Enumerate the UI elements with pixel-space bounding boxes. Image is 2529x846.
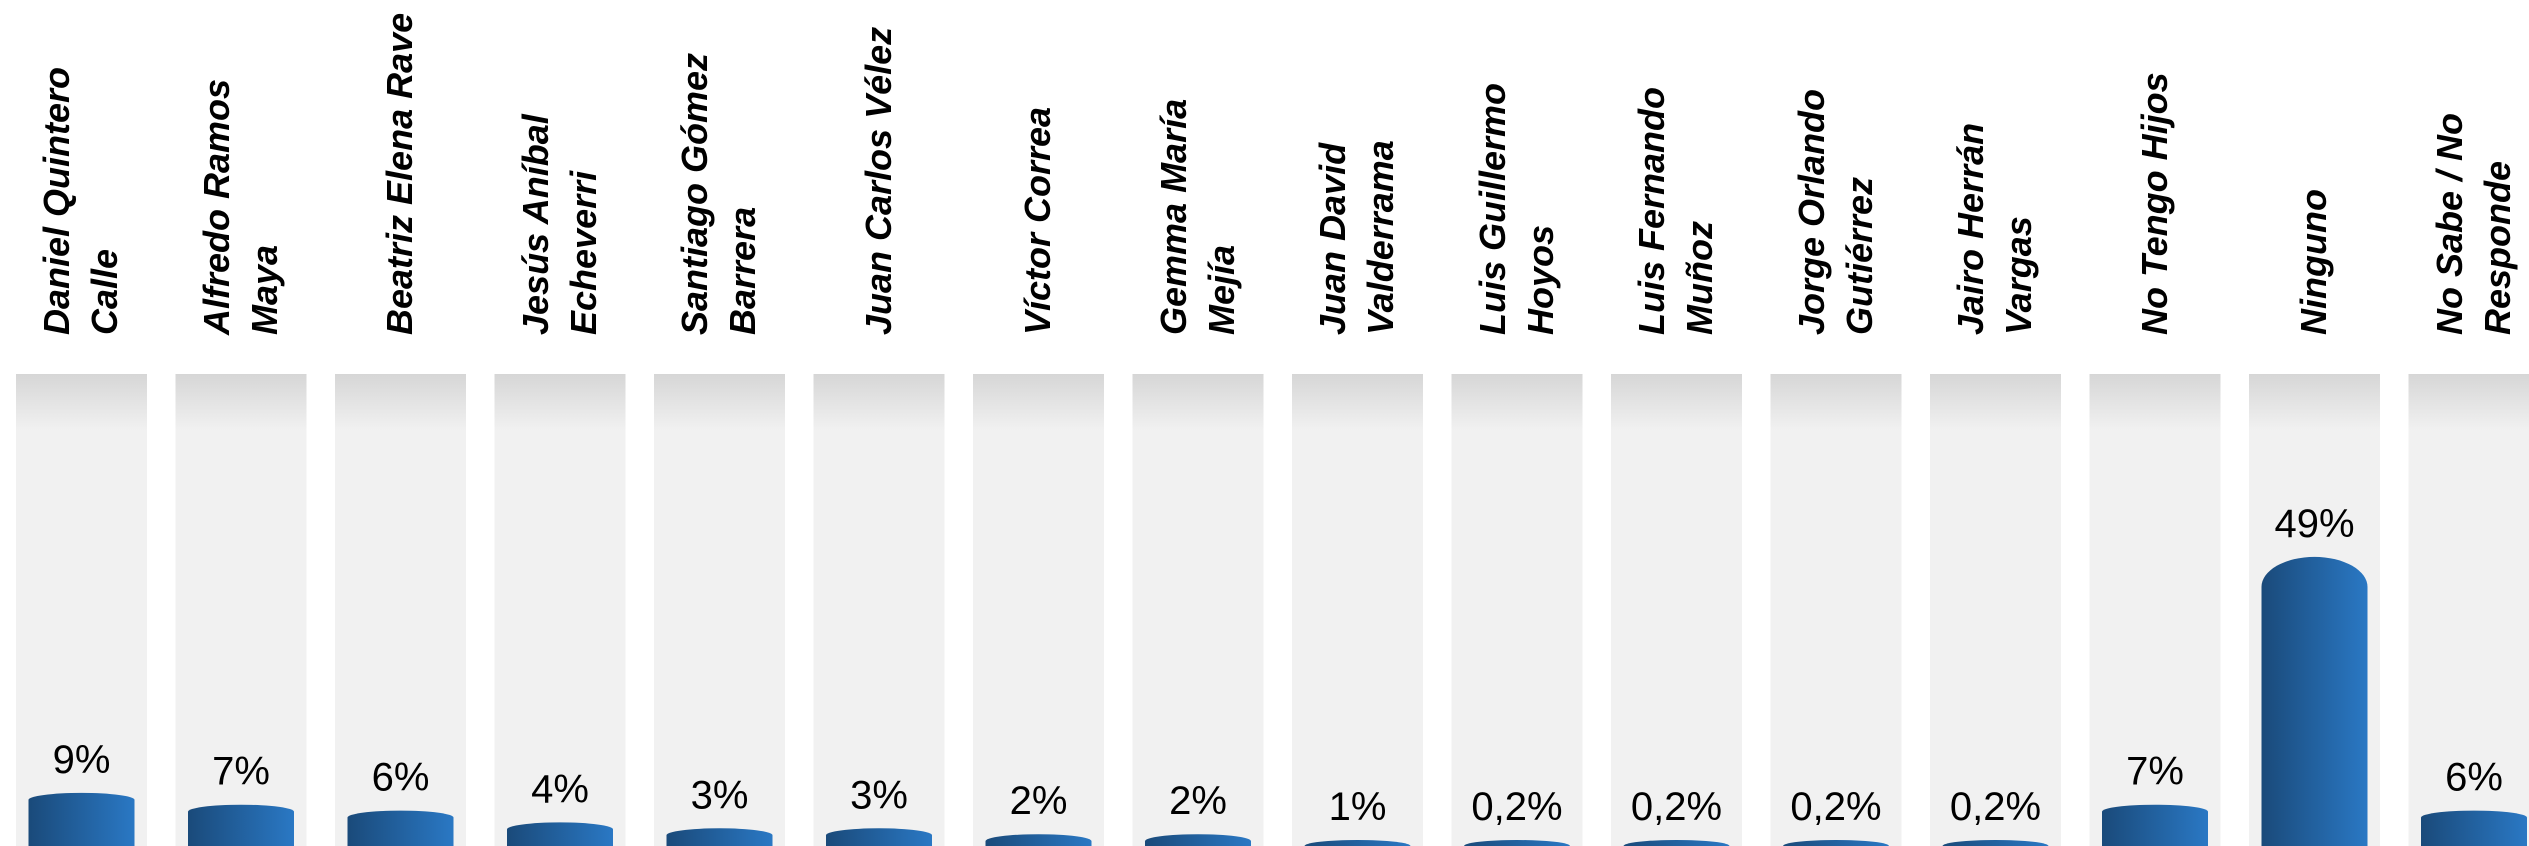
bar — [347, 810, 454, 846]
bar — [2102, 804, 2208, 846]
bar-track — [494, 374, 626, 846]
data-label: 49% — [2274, 502, 2354, 546]
bar — [1783, 840, 1889, 846]
bar — [1464, 840, 1570, 846]
bar-track — [16, 374, 147, 846]
bars — [28, 556, 2527, 846]
bar-track — [2408, 374, 2529, 846]
bar-track — [813, 374, 945, 846]
data-label: 7% — [212, 750, 270, 794]
bar-track — [1930, 374, 2061, 846]
bar — [1942, 840, 2049, 846]
bar — [985, 834, 1092, 846]
data-label: 4% — [531, 767, 589, 811]
bar-track — [1132, 374, 1264, 846]
data-label: 6% — [2445, 756, 2503, 800]
bar — [1145, 834, 1251, 846]
data-label: 9% — [53, 738, 111, 782]
bar — [666, 828, 773, 846]
bar — [188, 804, 294, 846]
data-labels: 9% 7% 6% 4% 3% 3% 2% 2% 1% 0,2% 0,2% 0,2% 0,2% 7% 49% 6… — [53, 502, 2503, 829]
data-label: 0,2% — [1790, 785, 1881, 829]
bar-track — [654, 374, 785, 846]
data-label: 0,2% — [1631, 785, 1722, 829]
data-label: 6% — [372, 756, 430, 800]
bar-track — [175, 374, 307, 846]
bar — [28, 792, 135, 846]
bar-track — [973, 374, 1104, 846]
bar — [2421, 810, 2527, 846]
data-label: 3% — [691, 773, 749, 817]
bar-track — [335, 374, 466, 846]
data-label: 2% — [1010, 779, 1068, 823]
data-label: 1% — [1329, 785, 1387, 829]
bar-track — [1611, 374, 1742, 846]
bar-track — [2089, 374, 2221, 846]
data-label: 3% — [850, 773, 908, 817]
bar-track — [1292, 374, 1423, 846]
bar-track — [1451, 374, 1583, 846]
data-label: 0,2% — [1471, 785, 1562, 829]
bar — [1623, 840, 1730, 846]
background-tracks — [16, 374, 2529, 846]
data-label: 7% — [2126, 750, 2184, 794]
bar — [2261, 556, 2368, 846]
bar — [1304, 840, 1411, 846]
bar-track — [1770, 374, 1902, 846]
bar — [507, 822, 613, 846]
data-label: 2% — [1169, 779, 1227, 823]
bar — [826, 828, 932, 846]
data-label: 0,2% — [1950, 785, 2041, 829]
